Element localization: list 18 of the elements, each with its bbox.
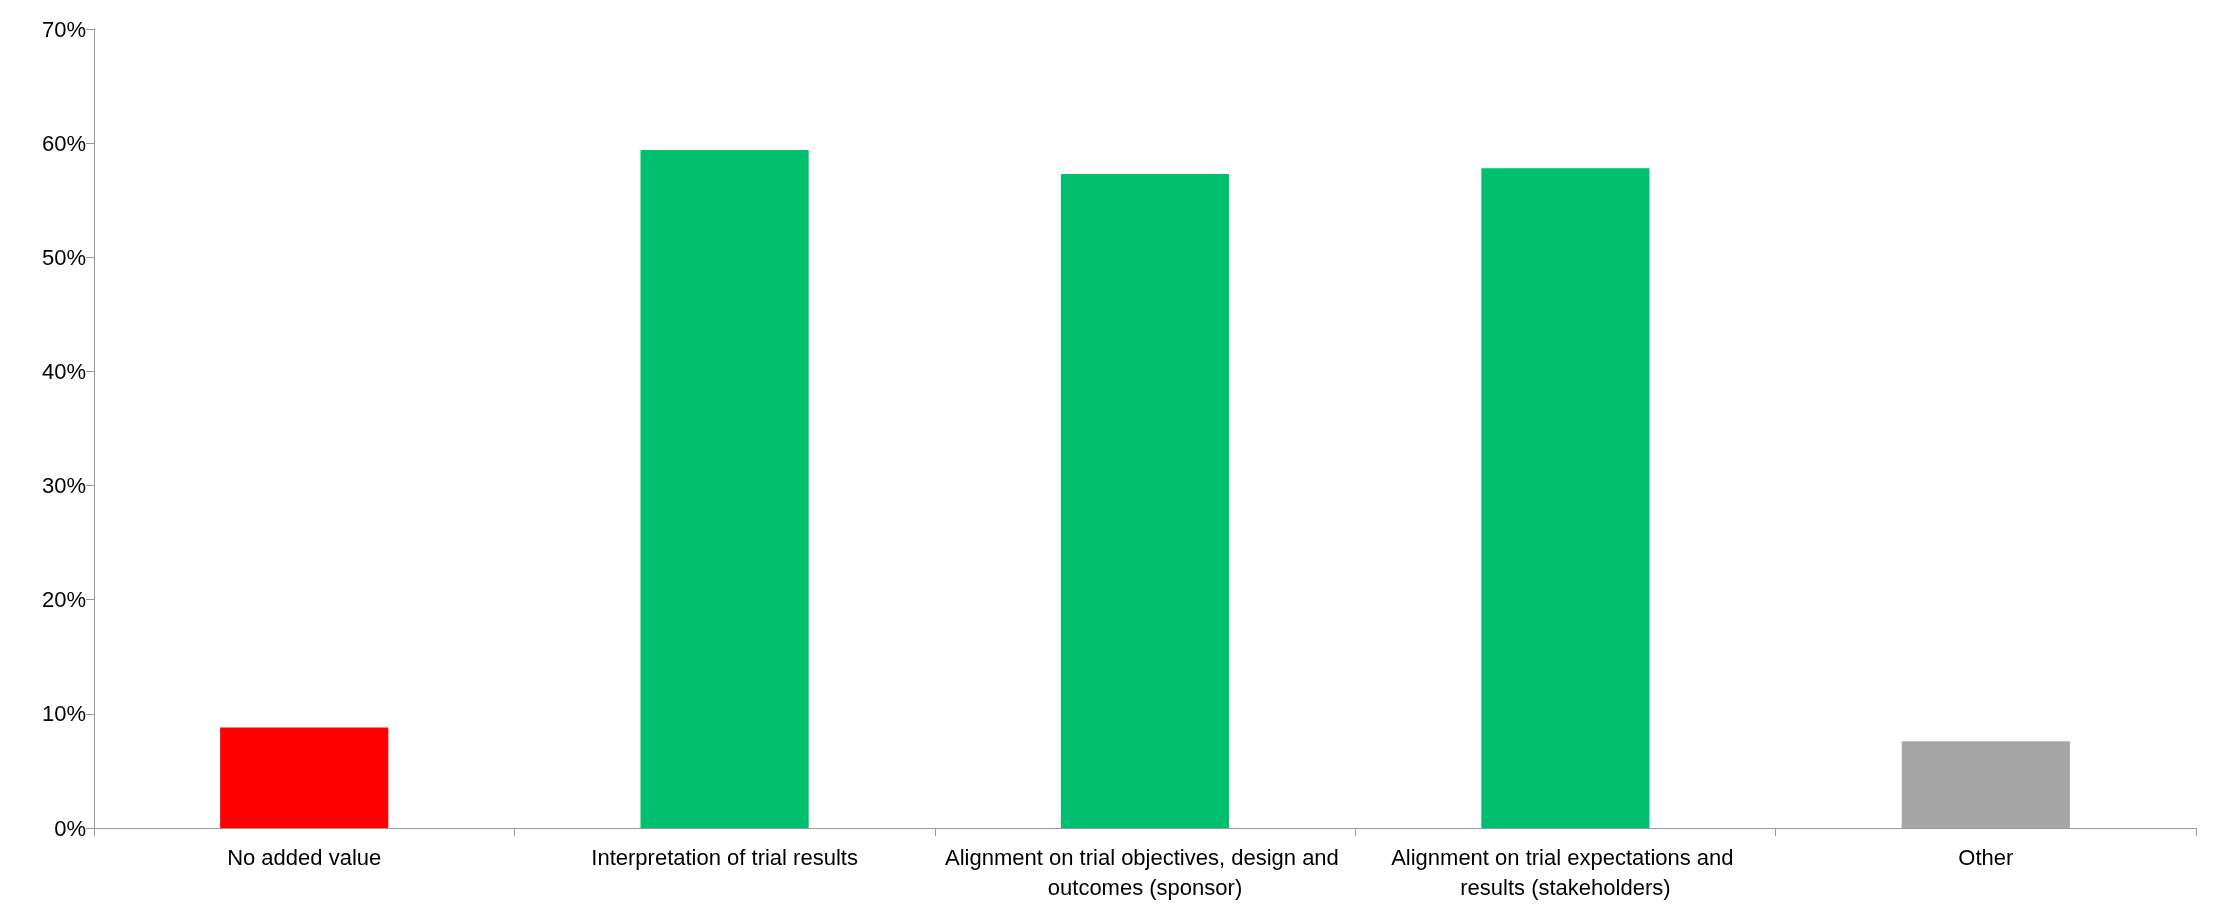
y-tick-label: 70%	[41, 16, 86, 42]
x-tick-label: Alignment on trial objectives, design and outcomes (sponsor)	[945, 844, 1345, 900]
y-tick-label: 60%	[41, 130, 86, 156]
x-tick-label: Other	[1958, 844, 2014, 870]
bar	[1481, 168, 1650, 828]
y-tick-label: 10%	[41, 701, 86, 727]
x-tick-label: No added value	[227, 844, 382, 870]
bar	[1901, 741, 2070, 828]
y-tick-label: 40%	[41, 358, 86, 384]
y-tick-label: 0%	[54, 815, 86, 841]
y-tick-label: 30%	[41, 473, 86, 499]
bar	[640, 149, 809, 828]
bar	[1060, 173, 1230, 828]
x-tick-label: Alignment on trial expectations and results (stakeholders)	[1391, 844, 1740, 900]
x-tick-label: Interpretation of trial results	[591, 844, 858, 870]
y-tick-label: 50%	[41, 244, 86, 270]
bar	[220, 727, 389, 828]
y-tick-label: 20%	[41, 587, 86, 613]
